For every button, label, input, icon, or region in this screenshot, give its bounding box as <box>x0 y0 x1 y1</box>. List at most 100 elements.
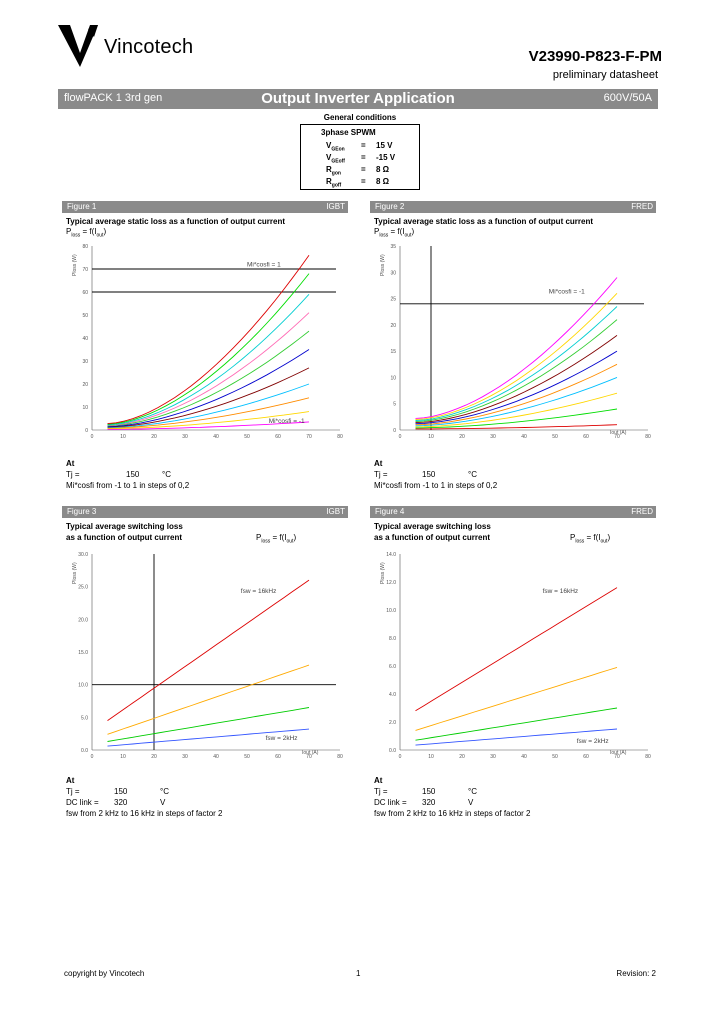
figure-2-formula: Ploss = f(Iout) <box>374 227 415 239</box>
modulation-mode: 3phase SPWM <box>321 128 376 137</box>
y-tick-label: 5 <box>393 402 396 408</box>
y-tick-label: 30 <box>82 359 88 365</box>
section-banner: flowPACK 1 3rd gen Output Inverter Appli… <box>58 89 658 109</box>
x-tick-label: 80 <box>645 754 651 760</box>
series-line <box>107 312 310 426</box>
series-line <box>415 306 618 421</box>
x-axis-label: Iout (A) <box>302 750 319 756</box>
series-line <box>107 664 310 735</box>
figure-3-title: Typical average switching loss as a funct… <box>66 522 183 542</box>
x-tick-label: 50 <box>552 754 558 760</box>
x-axis-label: Iout (A) <box>610 430 627 436</box>
series-line <box>107 411 310 430</box>
series-line <box>415 424 618 430</box>
y-tick-label: 0 <box>85 428 88 434</box>
figure-4-title: Typical average switching loss as a funct… <box>374 522 491 542</box>
series-line <box>107 254 310 425</box>
condition-row: Rgoff = 8 Ω <box>326 177 390 189</box>
x-tick-label: 50 <box>244 434 250 440</box>
y-tick-label: 10.0 <box>386 608 396 614</box>
y-tick-label: 0.0 <box>389 748 396 754</box>
annotation-bottom: fsw = 2kHz <box>577 738 609 745</box>
x-tick-label: 50 <box>552 434 558 440</box>
section-title: Output Inverter Application <box>261 90 455 107</box>
footer-copyright: copyright by Vincotech <box>64 969 145 978</box>
brand-name: Vincotech <box>104 36 194 58</box>
series-line <box>107 397 310 429</box>
y-tick-label: 2.0 <box>389 720 396 726</box>
series-line <box>415 587 618 712</box>
y-tick-label: 20 <box>390 323 396 329</box>
annotation-top: fsw = 16kHz <box>543 588 579 595</box>
footer-revision: Revision: 2 <box>616 969 656 978</box>
x-tick-label: 10 <box>120 434 126 440</box>
x-tick-label: 40 <box>213 754 219 760</box>
general-conditions-title: General conditions <box>323 113 397 122</box>
series-line <box>415 376 618 427</box>
series-line <box>415 392 618 428</box>
y-axis-label: Ploss (W) <box>380 254 386 276</box>
x-tick-label: 30 <box>182 754 188 760</box>
x-tick-label: 60 <box>275 754 281 760</box>
x-tick-label: 40 <box>521 434 527 440</box>
figure-1-header: Figure 1 IGBT <box>62 201 348 213</box>
condition-row: Rgon = 8 Ω <box>326 165 390 177</box>
series-line <box>107 330 310 427</box>
x-tick-label: 30 <box>490 754 496 760</box>
part-number: V23990-P823-F-PM <box>528 48 662 65</box>
x-tick-label: 40 <box>213 434 219 440</box>
y-tick-label: 4.0 <box>389 692 396 698</box>
figure-4-chart: 0.0 2.0 4.0 6.0 8.0 10.0 12.0 14.0 0 10 20 30 40 50 60… <box>380 552 651 760</box>
figure-1-title: Typical average static loss as a functio… <box>66 217 286 226</box>
figure-4-formula: Ploss = f(Iout) <box>570 533 611 545</box>
figure-3-conditions: At Tj = 150 °C DC link = 320 V fsw from 2 kH… <box>66 776 223 818</box>
y-tick-label: 5.0 <box>81 715 88 721</box>
x-tick-label: 0 <box>91 434 94 440</box>
condition-row: VGEon = 15 V <box>326 141 393 153</box>
figure-2-title: Typical average static loss as a functio… <box>374 217 594 226</box>
x-tick-label: 60 <box>583 434 589 440</box>
y-axis-label: Ploss (W) <box>72 562 78 584</box>
annotation-top: Mi*cosfi = -1 <box>549 288 585 295</box>
y-tick-label: 0 <box>393 428 396 434</box>
condition-row: VGEoff = -15 V <box>326 153 396 165</box>
series-line <box>107 728 310 747</box>
y-tick-label: 25.0 <box>78 585 88 591</box>
series-line <box>107 349 310 428</box>
series-line <box>415 335 618 424</box>
figure-1-chart: 0 10 20 30 40 50 60 70 80 0 10 20 30 40 50 60 70 80 Ploss … <box>72 244 343 440</box>
x-tick-label: 10 <box>428 754 434 760</box>
y-tick-label: 10.0 <box>78 683 88 689</box>
y-tick-label: 25 <box>390 297 396 303</box>
series-line <box>107 707 310 742</box>
x-tick-label: 80 <box>337 754 343 760</box>
figure-3-chart: 0.0 5.0 10.0 15.0 20.0 25.0 30.0 0 10 20 30 40 50 60 7… <box>72 552 343 760</box>
x-tick-label: 20 <box>459 754 465 760</box>
y-tick-label: 0.0 <box>81 748 88 754</box>
x-tick-label: 60 <box>583 754 589 760</box>
series-line <box>107 293 310 426</box>
x-tick-label: 20 <box>151 754 157 760</box>
x-tick-label: 20 <box>459 434 465 440</box>
series-line <box>415 277 618 419</box>
y-tick-label: 10 <box>390 375 396 381</box>
vincotech-logo-icon <box>58 25 98 67</box>
series-line <box>415 350 618 425</box>
y-tick-label: 8.0 <box>389 636 396 642</box>
y-tick-label: 15 <box>390 349 396 355</box>
x-tick-label: 40 <box>521 754 527 760</box>
y-tick-label: 70 <box>82 267 88 273</box>
annotation-bottom: Mi*cosfi = -1 <box>269 418 305 425</box>
product-family: flowPACK 1 3rd gen <box>64 92 163 104</box>
figure-2-chart: 0 5 10 15 20 25 30 35 0 10 20 30 40 50 60 70 80 Ploss (W)… <box>380 244 651 440</box>
series-line <box>415 319 618 423</box>
figure-1-formula: Ploss = f(Iout) <box>66 227 107 239</box>
x-axis-label: Iout (A) <box>610 750 627 756</box>
x-tick-label: 0 <box>91 754 94 760</box>
x-tick-label: 70 <box>306 754 312 760</box>
y-tick-label: 20.0 <box>78 617 88 623</box>
y-axis-label: Ploss (W) <box>380 562 386 584</box>
x-tick-label: 70 <box>614 434 620 440</box>
series-line <box>107 273 310 425</box>
series-line <box>415 666 618 731</box>
